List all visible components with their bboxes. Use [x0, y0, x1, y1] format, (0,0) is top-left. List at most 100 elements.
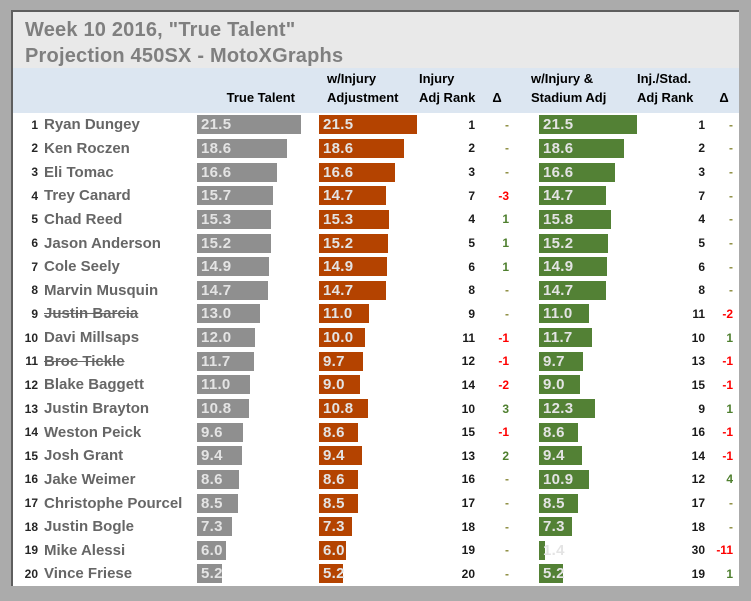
column-header-row: True Talent w/Injury Adjustment Injury A… — [13, 68, 739, 113]
stadium-adj-rank: 12 — [691, 472, 705, 487]
injury-delta: -3 — [498, 188, 509, 203]
injury-adjusted-value: 8.5 — [323, 494, 345, 512]
injury-adj-rank: 18 — [461, 519, 475, 534]
injury-adjusted-value: 16.6 — [323, 163, 354, 181]
row-rank: 15 — [24, 448, 38, 463]
injury-adj-rank: 7 — [468, 188, 475, 203]
stadium-adjusted-bar-fill — [539, 186, 606, 206]
injury-adjusted-value: 7.3 — [323, 518, 345, 536]
row-rank: 12 — [24, 377, 38, 392]
row-rank: 19 — [24, 543, 38, 558]
true-talent-value: 8.5 — [201, 494, 223, 512]
true-talent-value: 7.3 — [201, 518, 223, 536]
injury-adjusted-bar-fill — [319, 115, 417, 135]
injury-delta: 1 — [502, 236, 509, 251]
true-talent-bar-fill — [197, 186, 273, 206]
row-rank: 4 — [31, 188, 38, 203]
stadium-adjusted-bar-fill — [539, 493, 578, 513]
injury-adjusted-value: 15.2 — [323, 234, 354, 252]
injury-delta: - — [505, 543, 509, 558]
stadium-adjusted-bar-fill — [539, 422, 579, 442]
true-talent-value: 21.5 — [201, 116, 232, 134]
true-talent-bar-fill — [197, 209, 271, 229]
stadium-adjusted-bar-fill — [539, 564, 563, 584]
injury-adjusted-bar: 10.8 — [319, 399, 417, 418]
injury-adj-rank: 16 — [461, 472, 475, 487]
true-talent-bar: 8.5 — [197, 493, 301, 513]
injury-delta: - — [505, 283, 509, 298]
true-talent-bar-fill — [197, 162, 278, 182]
stadium-adjusted-value: 10.9 — [543, 470, 574, 488]
table-row: 1 Ryan Dungey 21.5 21.5 1 - 21.5 1 - — [13, 113, 739, 137]
stadium-adjusted-value: 15.2 — [543, 234, 574, 252]
stadium-adjusted-bar-fill — [539, 328, 593, 348]
table-row: 10 Davi Millsaps 12.0 10.0 11 -1 11.7 10… — [13, 326, 739, 350]
true-talent-bar: 18.6 — [197, 138, 301, 158]
true-talent-value: 14.9 — [201, 258, 232, 276]
injury-adjusted-value: 5.2 — [323, 565, 345, 583]
injury-adjusted-value: 14.7 — [323, 281, 354, 299]
stadium-adjusted-bar-fill — [539, 446, 582, 466]
injury-adjusted-value: 6.0 — [323, 541, 345, 559]
header-w-injury-stadium-adj: w/Injury & Stadium Adj — [531, 71, 607, 106]
injury-adjusted-bar-fill — [319, 162, 395, 182]
row-rank: 3 — [31, 165, 38, 180]
true-talent-bar-fill — [197, 517, 233, 537]
stadium-adjusted-bar-fill — [539, 115, 637, 135]
rider-name: Jason Anderson — [44, 234, 161, 252]
stadium-delta: - — [729, 212, 733, 227]
injury-adjusted-bar-fill — [319, 399, 369, 418]
injury-adjusted-bar-fill — [319, 186, 386, 206]
stadium-adj-rank: 19 — [691, 566, 705, 581]
true-talent-bar: 8.6 — [197, 469, 301, 489]
injury-adj-rank: 19 — [461, 543, 475, 558]
injury-delta: -1 — [498, 425, 509, 440]
rider-name: Josh Grant — [44, 447, 124, 465]
stadium-adjusted-value: 15.8 — [543, 210, 574, 228]
injury-adj-rank: 8 — [468, 283, 475, 298]
table-row: 5 Chad Reed 15.3 15.3 4 1 15.8 4 - — [13, 208, 739, 232]
injury-adjusted-value: 14.9 — [323, 258, 354, 276]
rider-name: Jake Weimer — [44, 470, 136, 488]
true-talent-value: 6.0 — [201, 541, 223, 559]
stadium-adjusted-bar-fill — [539, 304, 590, 324]
header-injury-adj-rank: Injury Adj Rank — [419, 71, 476, 106]
rider-rows: 1 Ryan Dungey 21.5 21.5 1 - 21.5 1 - 2 K… — [13, 113, 739, 586]
true-talent-bar-fill — [197, 233, 271, 253]
true-talent-bar: 15.7 — [197, 186, 301, 206]
row-rank: 2 — [31, 141, 38, 156]
true-talent-value: 10.8 — [201, 400, 232, 417]
injury-adjusted-value: 8.6 — [323, 423, 345, 441]
stadium-delta: 1 — [726, 330, 733, 345]
injury-delta: 3 — [502, 401, 509, 416]
injury-adjusted-value: 15.3 — [323, 210, 354, 228]
stadium-adjusted-bar: 5.2 — [539, 564, 637, 584]
injury-adjusted-bar: 8.6 — [319, 469, 417, 489]
stadium-adjusted-bar: 14.7 — [539, 186, 637, 206]
injury-adjusted-value: 9.4 — [323, 447, 345, 465]
stadium-adjusted-bar: 21.5 — [539, 115, 637, 135]
stadium-adjusted-value: 14.7 — [543, 187, 574, 205]
row-rank: 1 — [31, 117, 38, 132]
injury-adjusted-bar: 15.3 — [319, 209, 417, 229]
injury-adjusted-bar: 5.2 — [319, 564, 417, 584]
injury-adjusted-bar: 14.7 — [319, 280, 417, 300]
injury-delta: -2 — [498, 377, 509, 392]
table-row: 12 Blake Baggett 11.0 9.0 14 -2 9.0 15 -… — [13, 373, 739, 397]
stadium-adjusted-bar: 8.5 — [539, 493, 637, 513]
true-talent-bar-fill — [197, 399, 250, 418]
table-row: 2 Ken Roczen 18.6 18.6 2 - 18.6 2 - — [13, 137, 739, 161]
true-talent-bar: 5.2 — [197, 564, 301, 584]
stadium-delta: - — [729, 519, 733, 534]
true-talent-bar-fill — [197, 351, 254, 371]
stadium-adjusted-value: 5.2 — [543, 565, 565, 583]
true-talent-value: 9.4 — [201, 447, 223, 465]
stadium-delta: -2 — [722, 306, 733, 321]
injury-adjusted-bar: 15.2 — [319, 233, 417, 253]
stadium-adjusted-value: 9.7 — [543, 352, 565, 370]
injury-adj-rank: 20 — [461, 566, 475, 581]
injury-adjusted-value: 10.0 — [323, 329, 354, 347]
injury-adjusted-bar: 8.5 — [319, 493, 417, 513]
stadium-adjusted-value: 1.4 — [543, 541, 565, 559]
stadium-delta: - — [729, 236, 733, 251]
